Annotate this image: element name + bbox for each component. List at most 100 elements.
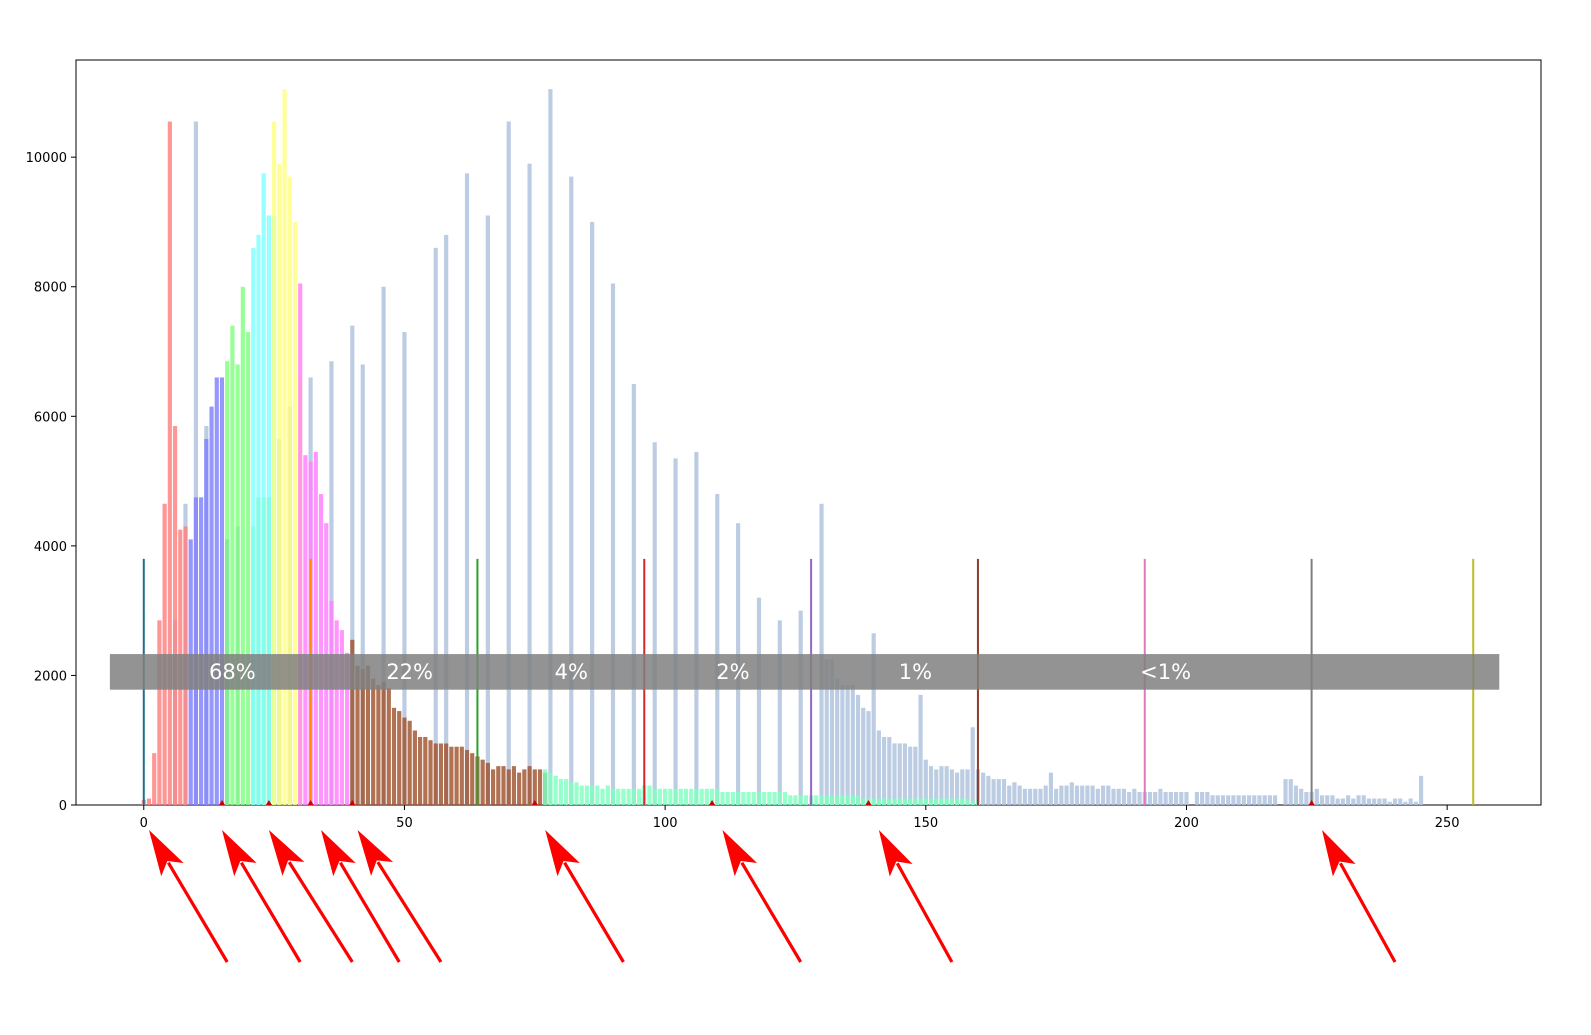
segment-bar [730, 792, 735, 805]
segment-bar [282, 89, 287, 806]
histogram-bar [1095, 788, 1100, 805]
segment-bar [756, 792, 762, 805]
histogram-bar [1413, 801, 1418, 805]
histogram-bar [1398, 798, 1403, 805]
histogram-bar [1033, 788, 1038, 805]
segment-bar [480, 759, 485, 805]
histogram-bar [866, 711, 871, 805]
histogram-bar [892, 743, 897, 805]
segment-bar [772, 792, 777, 805]
histogram-bar [433, 247, 438, 805]
segment-bar [902, 798, 908, 805]
histogram-bar [1127, 792, 1132, 805]
segment-bar [522, 769, 527, 805]
histogram-bar [1220, 795, 1226, 805]
segment-bar [199, 497, 204, 805]
segment-bar [965, 798, 970, 805]
histogram-bar [996, 779, 1001, 805]
segment-bar [647, 785, 652, 805]
histogram-bar [1346, 795, 1351, 805]
histogram-bar [1361, 795, 1366, 805]
histogram-bar [1012, 782, 1017, 805]
segment-bar [193, 497, 198, 805]
segment-bar [616, 788, 621, 805]
histogram-bar [527, 163, 532, 806]
histogram-bar [955, 772, 960, 805]
annotation-arrow [357, 830, 443, 963]
segment-bar [543, 769, 548, 805]
histogram-bar [1262, 795, 1267, 805]
histogram-bar [360, 364, 365, 805]
y-tick-label: 2000 [34, 669, 67, 684]
histogram-bar [193, 121, 198, 806]
segment-bar [595, 785, 600, 805]
segment-bar [751, 792, 756, 805]
histogram-bar [1200, 792, 1205, 805]
histogram-bar [1022, 788, 1027, 805]
histogram-bar [1080, 785, 1085, 805]
histogram-bar [381, 286, 386, 805]
histogram-bar [798, 610, 803, 805]
segment-bar [960, 798, 965, 805]
annotation-arrow [321, 830, 401, 963]
x-tick-label: 150 [913, 816, 938, 831]
segment-bar [600, 788, 605, 805]
histogram-bar [1038, 788, 1043, 805]
segment-bar [657, 788, 662, 805]
histogram-bar [1100, 785, 1106, 805]
histogram-bar [1132, 788, 1137, 805]
histogram-bar [949, 769, 954, 805]
baseline-marker [709, 800, 716, 805]
histogram-bar [1419, 775, 1424, 805]
segment-bar [167, 121, 172, 806]
percent-label: <1% [1140, 660, 1191, 684]
segment-bar [887, 798, 892, 805]
segment-bar [292, 221, 298, 805]
histogram-bar [1372, 798, 1377, 805]
segment-bar [855, 795, 861, 805]
histogram-bar [715, 494, 720, 805]
segment-bar [736, 792, 741, 805]
histogram-bar [1377, 798, 1382, 805]
segment-bar [553, 775, 558, 805]
histogram-bar [887, 736, 892, 805]
annotation-arrow [878, 830, 954, 963]
y-tick-label: 0 [59, 799, 67, 814]
histogram-bar [928, 766, 934, 805]
baseline-marker [265, 800, 272, 805]
histogram-bar [506, 121, 511, 806]
segment-bar [918, 798, 923, 805]
histogram-bar [939, 766, 944, 805]
histogram-bar [1137, 792, 1142, 805]
histogram-bar [840, 685, 845, 805]
histogram-bar [1236, 795, 1241, 805]
histogram-bar [1356, 795, 1361, 805]
segment-bar [673, 788, 678, 805]
segment-bar [397, 711, 402, 805]
histogram-bar [485, 215, 490, 805]
segment-bar [459, 746, 464, 805]
segment-bar [204, 438, 209, 805]
segment-bar [444, 743, 449, 805]
histogram-bar [1231, 795, 1236, 805]
segment-bar [845, 795, 850, 805]
histogram-bar [923, 759, 928, 805]
segment-bar [464, 749, 470, 805]
histogram-bar [1090, 785, 1095, 805]
segment-bar [506, 769, 511, 805]
segment-bar [517, 772, 522, 805]
y-tick-label: 10000 [26, 151, 67, 166]
histogram-bar [1246, 795, 1252, 805]
x-tick-label: 0 [140, 816, 148, 831]
annotation-arrows [148, 830, 1397, 963]
segment-bar [313, 451, 318, 805]
segment-bar [631, 788, 636, 805]
segment-bar [418, 736, 423, 805]
histogram-bar [1048, 772, 1054, 805]
baseline-markers [218, 800, 1315, 805]
x-tick-label: 100 [653, 816, 678, 831]
histogram-bar [970, 727, 975, 805]
histogram-bar [1121, 788, 1127, 805]
